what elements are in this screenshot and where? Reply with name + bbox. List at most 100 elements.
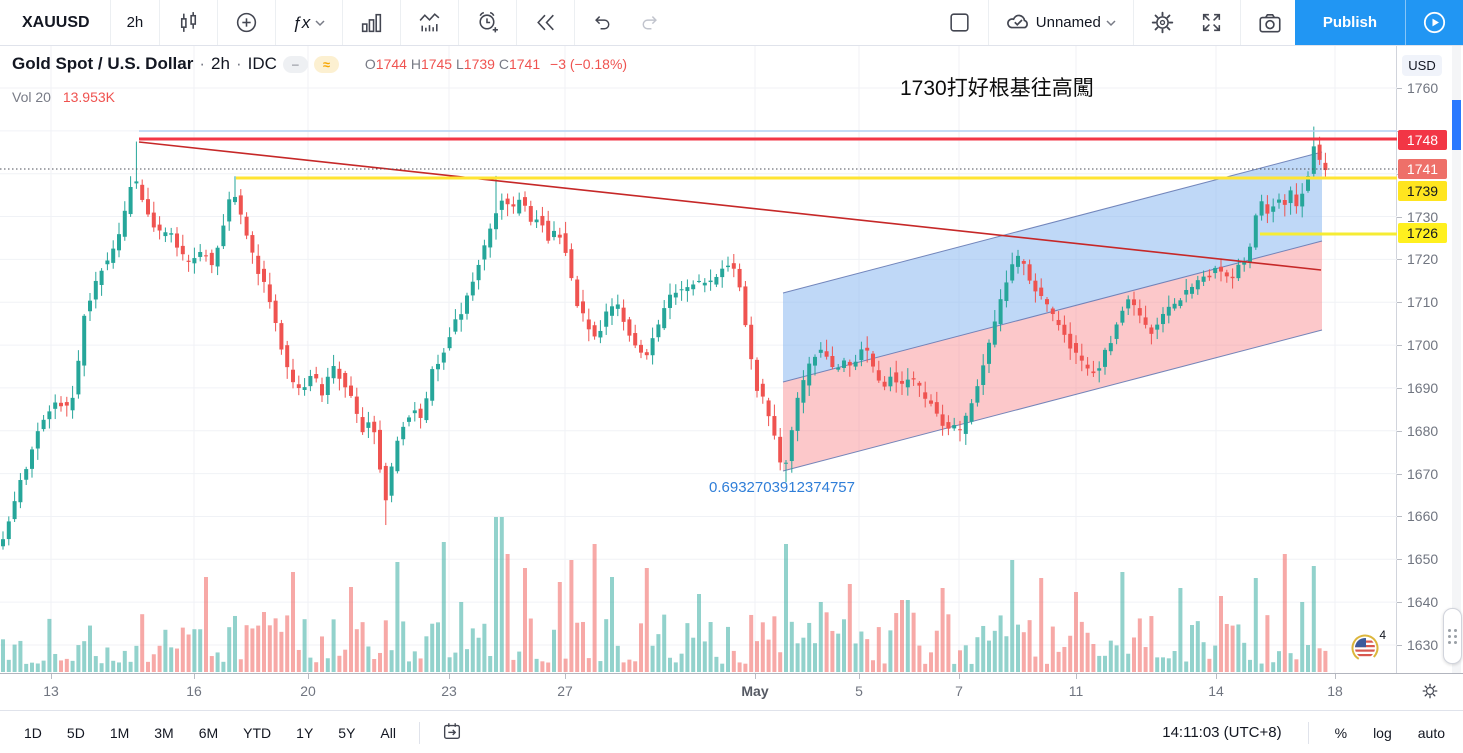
price-axis[interactable]: USD 1760 1730 1720 1710 1700 1690 1680 1670 1660…	[1397, 46, 1463, 673]
financials-button[interactable]	[347, 4, 396, 42]
price-level-label-1748[interactable]: 1748	[1398, 130, 1447, 150]
legend-exchange[interactable]: IDC	[247, 54, 277, 73]
chart-type-button[interactable]	[164, 4, 213, 42]
range-button-3m[interactable]: 3M	[152, 721, 175, 745]
auto-scale-button[interactable]: auto	[1417, 724, 1445, 741]
publish-menu-button[interactable]	[1405, 0, 1463, 45]
price-tick-label: 1670	[1407, 465, 1439, 482]
range-button-1m[interactable]: 1M	[108, 721, 131, 745]
indicators-button[interactable]: ƒx	[280, 4, 338, 42]
scale-group: 14:11:03 (UTC+8) % log auto	[1162, 721, 1463, 744]
line-over-bars-icon	[419, 13, 440, 32]
bar-chart-icon	[362, 13, 382, 33]
divider	[1239, 0, 1241, 45]
currency-badge[interactable]: USD	[1402, 55, 1442, 76]
snapshot-button[interactable]	[1245, 4, 1295, 42]
price-level-label-1741[interactable]: 1741	[1398, 159, 1447, 179]
time-tick-mark	[308, 674, 309, 679]
undo-button[interactable]	[579, 4, 626, 42]
price-tick-label: 1710	[1407, 294, 1439, 311]
time-tick-mark	[859, 674, 860, 679]
redo-button[interactable]	[626, 4, 673, 42]
fullscreen-button[interactable]	[1187, 4, 1236, 42]
range-button-1d[interactable]: 1D	[22, 721, 44, 745]
price-level-label-1726[interactable]: 1726	[1398, 223, 1447, 243]
range-button-5d[interactable]: 5D	[65, 721, 87, 745]
approx-data-icon[interactable]: ≈	[313, 55, 339, 73]
channel-stat-value[interactable]: 0.6932703912374757	[709, 479, 855, 496]
goto-date-button[interactable]	[441, 720, 463, 745]
save-layout-button[interactable]: Unnamed	[993, 4, 1129, 42]
divider	[418, 721, 420, 744]
divider	[275, 0, 277, 45]
time-axis[interactable]: 13 16 20 23 27 May 5 7 11 14 18	[0, 673, 1397, 711]
time-tick-mark	[1216, 674, 1217, 679]
chart-text-annotation[interactable]: 1730打好根基往高闖	[900, 77, 1094, 100]
redo-icon	[642, 16, 658, 30]
line-drawings-layer[interactable]	[0, 130, 1397, 271]
flag-badge-count: 4	[1379, 628, 1386, 642]
volume-value: 13.953K	[62, 89, 115, 105]
replay-button[interactable]	[521, 4, 570, 42]
volume-label: Vol 20	[12, 89, 51, 105]
cloud-check-icon	[1006, 14, 1028, 29]
time-tick-mark	[51, 674, 52, 679]
data-delay-icon[interactable]: –	[282, 55, 308, 73]
flag-bubble[interactable]: 4	[1350, 628, 1386, 664]
legend-separator: ·	[235, 54, 242, 73]
scrollbar-drag-handle[interactable]	[1443, 608, 1462, 664]
price-tick-label: 1730	[1407, 208, 1439, 225]
time-tick-label: 11	[1068, 683, 1084, 699]
price-tick-mark	[1397, 516, 1402, 518]
legend-separator: ·	[199, 54, 206, 73]
time-tick-mark	[1076, 674, 1077, 679]
fullscreen-icon	[1202, 13, 1220, 32]
drag-dots-icon	[1448, 628, 1457, 644]
interval-button[interactable]: 2h	[115, 4, 156, 42]
price-tick-mark	[1397, 345, 1402, 347]
descending-trendline[interactable]	[138, 141, 1322, 271]
publish-button[interactable]: Publish	[1294, 0, 1405, 45]
scrollbar-blue-segment[interactable]	[1452, 100, 1461, 150]
range-button-6m[interactable]: 6M	[197, 721, 220, 745]
chart-pane[interactable]: Gold Spot / U.S. Dollar · 2h · IDC – ≈ O…	[0, 46, 1397, 673]
divider	[342, 0, 344, 45]
log-scale-button[interactable]: log	[1373, 724, 1392, 741]
time-tick-mark	[194, 674, 195, 679]
divider	[574, 0, 576, 45]
time-tick-label: 27	[557, 683, 573, 699]
range-button-all[interactable]: All	[378, 721, 398, 745]
symbol-title[interactable]: Gold Spot / U.S. Dollar	[12, 54, 194, 73]
time-tick-mark	[565, 674, 566, 679]
top-toolbar: XAUUSD 2h ƒx	[0, 0, 1463, 46]
range-button-5y[interactable]: 5Y	[336, 721, 357, 745]
layout-button[interactable]	[935, 4, 984, 42]
alert-button[interactable]	[463, 4, 512, 42]
price-tick-mark	[1397, 602, 1402, 604]
legend-interval[interactable]: 2h	[211, 54, 230, 73]
calendar-arrow-icon	[443, 723, 461, 740]
percent-scale-button[interactable]: %	[1334, 724, 1348, 741]
price-tick-mark	[1397, 430, 1402, 432]
symbol-button[interactable]: XAUUSD	[6, 4, 106, 42]
range-button-1y[interactable]: 1Y	[294, 721, 315, 745]
chart-canvas[interactable]	[0, 46, 1397, 673]
sun-gear-icon	[1422, 683, 1438, 698]
settings-button[interactable]	[1138, 4, 1187, 42]
us-flag-icon	[1351, 634, 1379, 662]
scrollbar-track[interactable]	[1452, 46, 1461, 673]
candles-layer	[1, 126, 1328, 550]
chart-legend: Gold Spot / U.S. Dollar · 2h · IDC – ≈ O…	[12, 54, 627, 74]
price-level-label-1739[interactable]: 1739	[1398, 181, 1447, 201]
price-tick-label: 1690	[1407, 379, 1439, 396]
divider	[516, 0, 518, 45]
price-tick-label: 1680	[1407, 422, 1439, 439]
indicator-templates-button[interactable]	[405, 4, 454, 42]
time-tick-label: 23	[441, 683, 457, 699]
price-scale-settings-button[interactable]	[1421, 682, 1439, 703]
session-clock[interactable]: 14:11:03 (UTC+8)	[1162, 724, 1282, 741]
time-tick-mark	[755, 674, 756, 679]
range-button-ytd[interactable]: YTD	[241, 721, 273, 745]
compare-add-symbol-button[interactable]	[222, 4, 271, 42]
plus-circle-icon	[237, 12, 257, 33]
